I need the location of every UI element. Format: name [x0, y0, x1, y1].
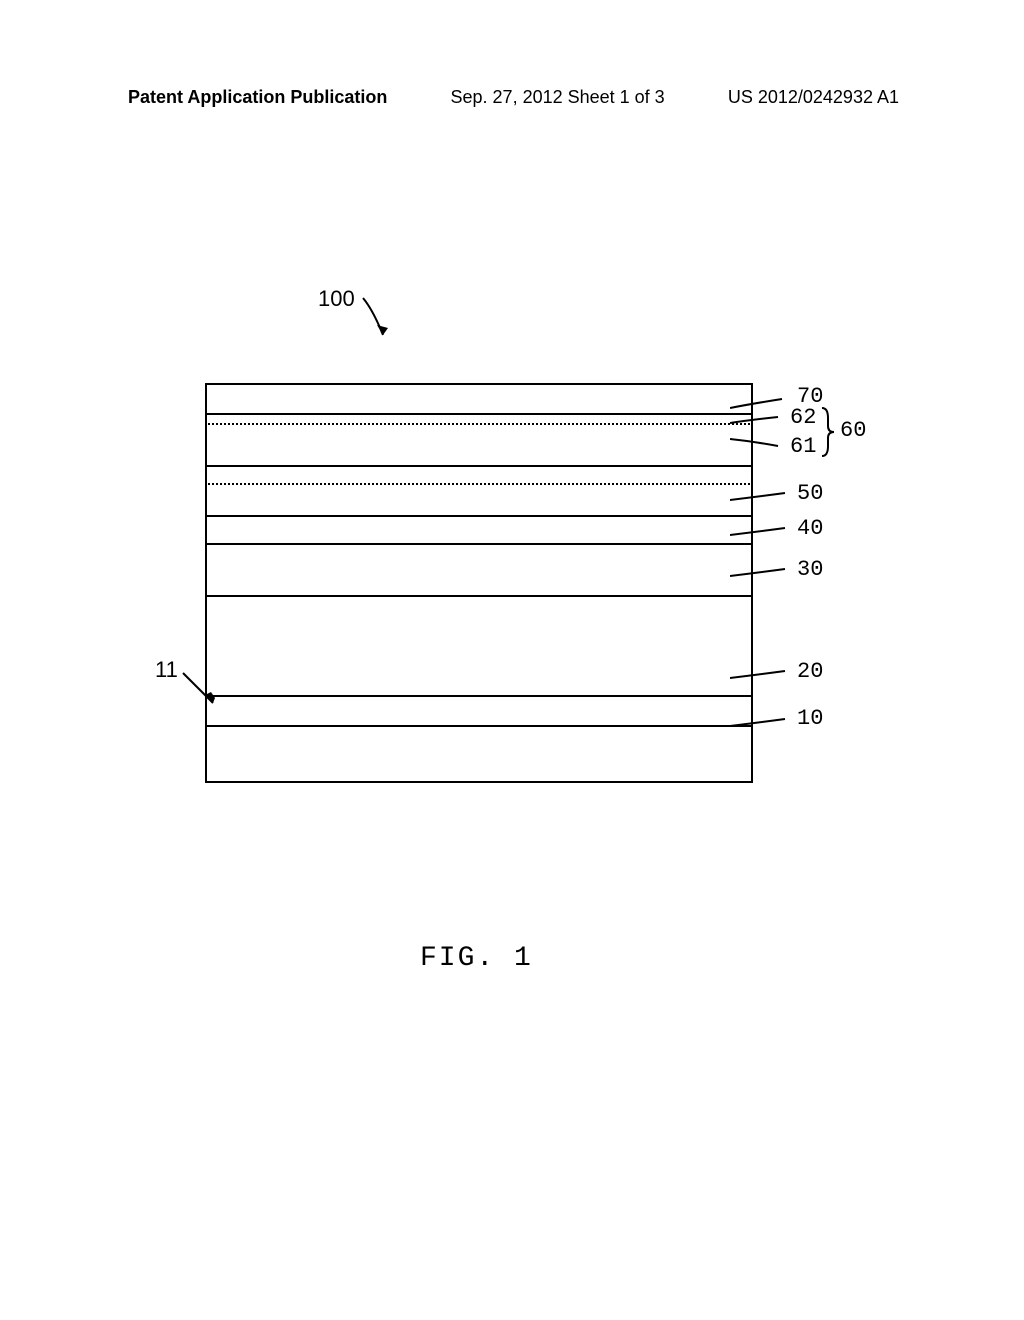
header-left: Patent Application Publication [128, 87, 387, 108]
leader-11-arrow-icon [178, 668, 228, 713]
figure-caption: FIG. 1 [420, 943, 533, 974]
label-11: 11 [155, 657, 178, 683]
layer-40 [205, 515, 753, 543]
layer-62 [205, 413, 753, 425]
layer-70 [205, 383, 753, 413]
label-40: 40 [797, 516, 823, 541]
assembly-arrow-icon [355, 290, 405, 350]
layer-base [205, 725, 753, 783]
label-20: 20 [797, 659, 823, 684]
layer-61 [205, 425, 753, 465]
assembly-label: 100 [318, 286, 355, 312]
header-right: US 2012/0242932 A1 [728, 87, 899, 108]
label-10: 10 [797, 706, 823, 731]
leader-20 [730, 668, 792, 683]
label-30: 30 [797, 557, 823, 582]
layer-50-upper [205, 465, 753, 485]
brace-60 [820, 406, 838, 458]
diagram-container: 100 70 62 61 60 50 [0, 288, 1024, 988]
layer-10 [205, 695, 753, 725]
layer-30 [205, 543, 753, 595]
layer-50-lower [205, 485, 753, 515]
layer-stack [205, 383, 753, 783]
leader-40 [730, 525, 792, 540]
leader-62 [730, 415, 785, 427]
leader-61 [730, 436, 785, 451]
leader-70 [730, 396, 790, 416]
header-center: Sep. 27, 2012 Sheet 1 of 3 [451, 87, 665, 108]
label-50: 50 [797, 481, 823, 506]
leader-10 [730, 716, 792, 731]
leader-30 [730, 566, 792, 581]
label-61: 61 [790, 434, 816, 459]
label-60: 60 [840, 418, 866, 443]
label-62: 62 [790, 405, 816, 430]
layer-20 [205, 595, 753, 695]
leader-50 [730, 490, 792, 505]
